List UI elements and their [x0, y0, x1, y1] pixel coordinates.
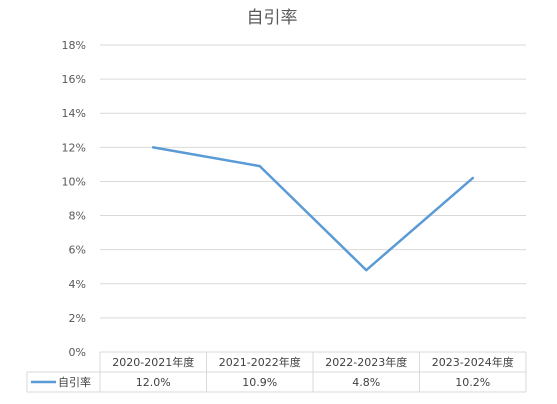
grid-lines: [100, 44, 526, 319]
chart-title: 自引率: [247, 8, 298, 28]
category-label: 2022-2023年度: [325, 355, 407, 369]
y-tick-label: 6%: [69, 244, 86, 257]
y-tick-label: 16%: [62, 73, 86, 86]
y-tick-label: 12%: [62, 141, 86, 154]
data-value-label: 10.9%: [242, 376, 277, 389]
legend-series-name: 自引率: [58, 375, 91, 389]
data-point: [152, 146, 155, 149]
data-value-label: 10.2%: [455, 376, 490, 389]
y-tick-label: 10%: [62, 175, 86, 188]
series-line: [152, 146, 474, 272]
y-tick-label: 2%: [69, 312, 86, 325]
y-tick-label: 18%: [62, 39, 86, 52]
data-value-label: 4.8%: [352, 376, 380, 389]
y-axis-ticks: 0% 2% 4% 6% 8% 10% 12% 14% 16% 18%: [62, 39, 86, 359]
data-point: [365, 268, 368, 272]
y-tick-label: 8%: [69, 210, 86, 223]
data-table: 2020-2021年度 2021-2022年度 2022-2023年度 2023-20…: [26, 351, 527, 393]
data-point: [471, 176, 474, 180]
y-tick-label: 4%: [69, 278, 86, 291]
category-label: 2023-2024年度: [432, 355, 514, 369]
y-tick-label: 0%: [69, 346, 86, 359]
data-value-label: 12.0%: [136, 376, 171, 389]
data-point: [258, 164, 261, 168]
series-layer: [152, 146, 474, 272]
y-tick-label: 14%: [62, 107, 86, 120]
category-label: 2020-2021年度: [112, 355, 194, 369]
category-label: 2021-2022年度: [219, 355, 301, 369]
